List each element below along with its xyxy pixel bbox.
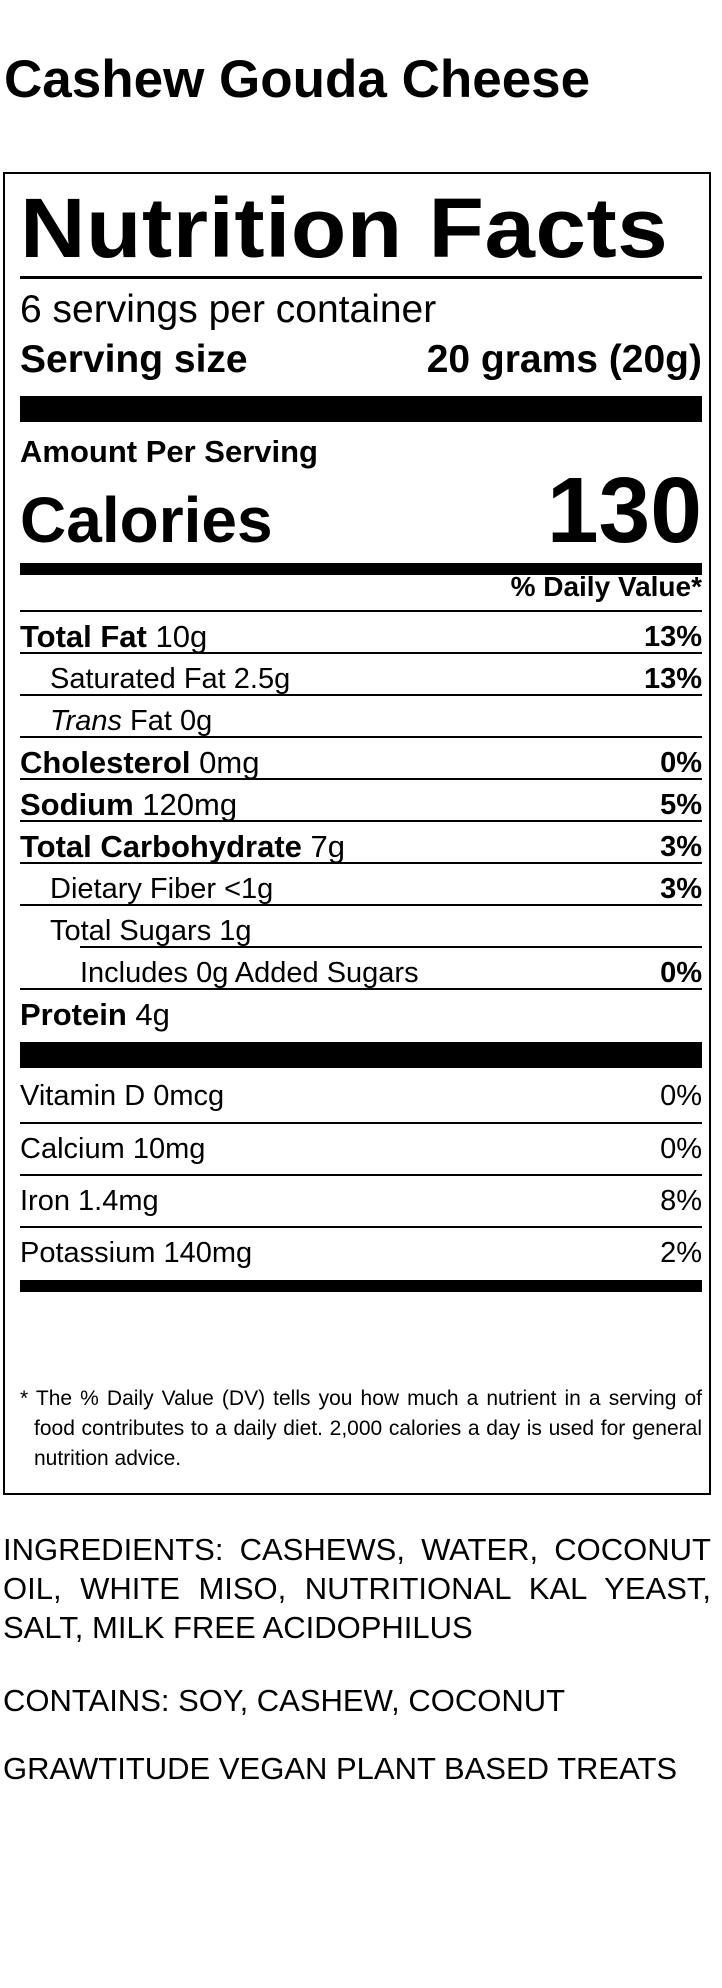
nutrient-amount: 2.5g (233, 662, 291, 695)
servings-per-container: 6 servings per container (20, 288, 437, 331)
nutrient-row-total-fat: Total Fat 10g 13% (20, 610, 702, 662)
vitamin-name: Potassium (20, 1236, 156, 1269)
calories-label: Calories (20, 484, 273, 556)
vitamin-amount: 10mg (132, 1132, 206, 1165)
amount-per-serving: Amount Per Serving (20, 434, 318, 469)
nutrient-amount: 10g (155, 619, 208, 654)
nutrient-name: Dietary Fiber (50, 872, 216, 905)
nutrient-row-saturated-fat: Saturated Fat 2.5g 13% (20, 652, 702, 704)
nutrient-row-cholesterol: Cholesterol 0mg 0% (20, 736, 702, 788)
vitamin-name: Calcium (20, 1132, 125, 1165)
nutrient-row-sodium: Sodium 120mg 5% (20, 778, 702, 830)
nutrient-dv: 0% (660, 746, 702, 779)
nutrient-name: Total Sugars (50, 914, 212, 947)
vitamin-name: Vitamin D (20, 1079, 146, 1112)
serving-size-label: Serving size (20, 338, 248, 381)
nutrient-dv: 0% (660, 956, 702, 989)
brand-line: GRAWTITUDE VEGAN PLANT BASED TREATS (3, 1751, 678, 1786)
product-title: Cashew Gouda Cheese (4, 50, 591, 109)
vitamin-amount: 1.4mg (78, 1184, 159, 1217)
medium-divider (20, 1280, 702, 1292)
nutrition-facts-title: Nutrition Facts (20, 181, 669, 275)
nutrient-amount: 1g (219, 914, 252, 947)
nutrient-amount: <1g (224, 872, 274, 905)
daily-value-header: % Daily Value* (510, 571, 702, 602)
nutrient-dv: 13% (643, 620, 702, 653)
daily-value-footnote: * The % Daily Value (DV) tells you how m… (20, 1387, 702, 1470)
vitamin-dv: 8% (660, 1184, 702, 1217)
nutrient-name: Total Fat (20, 619, 147, 654)
nutrient-amount: 4g (135, 997, 170, 1032)
serving-size-value: 20 grams (20g) (426, 338, 702, 381)
nutrient-dv: 5% (660, 788, 702, 821)
calories-row: Calories 130 (20, 460, 702, 560)
nutrient-row-added-sugars: Includes 0g Added Sugars 0% (80, 946, 702, 998)
serving-size-row: Serving size 20 grams (20g) (20, 338, 702, 382)
nutrient-name-italic: Trans (50, 704, 122, 737)
vitamin-row-iron: Iron 1.4mg 8% (20, 1174, 702, 1226)
calories-value: 130 (546, 458, 702, 562)
nutrient-name: Sodium (20, 787, 134, 822)
nutrient-row-total-carbohydrate: Total Carbohydrate 7g 3% (20, 820, 702, 872)
vitamin-dv: 2% (660, 1236, 702, 1269)
vitamin-dv: 0% (660, 1079, 702, 1112)
nutrient-row-dietary-fiber: Dietary Fiber <1g 3% (20, 862, 702, 914)
nutrient-dv: 13% (643, 662, 702, 695)
vitamin-amount: 0mcg (153, 1079, 225, 1112)
vitamin-amount: 140mg (163, 1236, 253, 1269)
vitamin-row-vitamin-d: Vitamin D 0mcg 0% (20, 1070, 702, 1122)
nutrient-name: Total Carbohydrate (20, 829, 302, 864)
vitamin-row-potassium: Potassium 140mg 2% (20, 1226, 702, 1278)
nutrient-row-trans-fat: Trans Fat 0g (20, 694, 702, 746)
nutrient-dv: 3% (660, 830, 702, 863)
nutrient-amount: 0g (180, 704, 213, 737)
thick-divider (20, 1042, 702, 1068)
medium-divider (20, 563, 702, 575)
vitamin-dv: 0% (660, 1132, 702, 1165)
vitamin-row-calcium: Calcium 10mg 0% (20, 1122, 702, 1174)
nutrition-facts-panel: Nutrition Facts 6 servings per container… (3, 172, 711, 1495)
divider (20, 276, 702, 279)
nutrient-row-total-sugars: Total Sugars 1g (20, 904, 702, 956)
vitamin-name: Iron (20, 1184, 70, 1217)
thick-divider (20, 396, 702, 422)
nutrient-row-protein: Protein 4g (20, 988, 702, 1040)
nutrient-name: Cholesterol (20, 745, 191, 780)
nutrient-name: Includes 0g Added Sugars (80, 956, 419, 989)
nutrient-amount: 120mg (142, 787, 238, 822)
ingredients-text: INGREDIENTS: CASHEWS, WATER, COCONUT OIL… (3, 1532, 711, 1645)
nutrient-name: Saturated Fat (50, 662, 226, 695)
nutrient-amount: 7g (310, 829, 346, 864)
nutrient-name: Protein (20, 997, 127, 1032)
nutrient-dv: 3% (660, 872, 702, 905)
nutrient-amount: 0mg (199, 745, 260, 780)
allergen-statement: CONTAINS: SOY, CASHEW, COCONUT (3, 1683, 566, 1718)
nutrient-name: Fat (130, 704, 172, 737)
